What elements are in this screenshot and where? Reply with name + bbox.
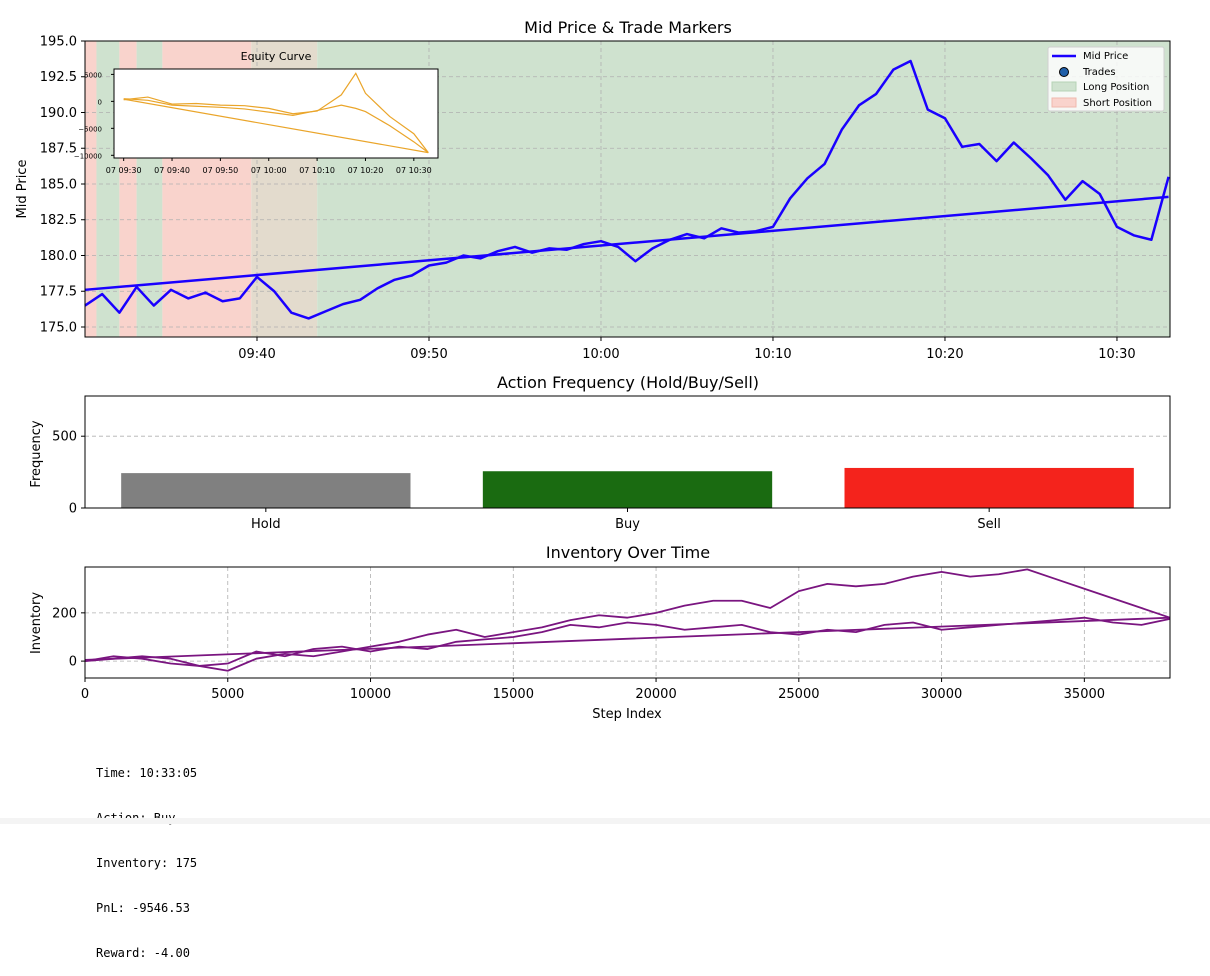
status-readout: Time: 10:33:05 Action: Buy Inventory: 17… (96, 736, 197, 976)
legend-trades-swatch (1059, 67, 1069, 77)
price-series (84, 59, 1170, 320)
action-y-ticks: 0 500 (52, 430, 85, 517)
inventory-line-1 (84, 616, 1171, 667)
price-y-tick-label: 185.0 (40, 177, 77, 192)
action-y-tick-label: 500 (52, 430, 77, 445)
legend-box (1047, 46, 1165, 112)
inventory-x-ticks: 0 5000 10000 15000 20000 25000 30000 35000 (81, 678, 1105, 702)
figure: Mid Price & Trade Markers 175.0 177.5 180.… (15, 18, 1171, 722)
equity-y-tick-label: −5000 (78, 125, 102, 133)
equity-line-2 (123, 98, 429, 154)
equity-x-tick-label: 07 09:30 (106, 166, 142, 175)
price-y-tick-label: 175.0 (40, 320, 77, 335)
action-x-tick-label: Sell (977, 517, 1000, 532)
price-y-tick-label: 182.5 (40, 213, 77, 228)
inventory-x-tick-label: 20000 (635, 687, 676, 702)
action-bar-sell (844, 467, 1134, 508)
inventory-x-label: Step Index (592, 707, 662, 722)
price-x-tick-label: 10:10 (754, 347, 791, 362)
action-x-ticks: Hold Buy Sell (251, 508, 1001, 532)
equity-x-tick-label: 07 09:40 (154, 166, 190, 175)
legend-short-swatch (1051, 97, 1077, 108)
price-x-tick-label: 10:30 (1098, 347, 1135, 362)
action-x-tick-label: Buy (615, 517, 640, 532)
bottom-strip (0, 818, 1210, 824)
price-x-tick-label: 10:00 (582, 347, 619, 362)
inventory-line-2 (84, 616, 1171, 661)
equity-y-tick-label: −10000 (74, 152, 102, 160)
price-y-label: Mid Price (15, 160, 30, 219)
action-panel: Action Frequency (Hold/Buy/Sell) 0 500 Ho… (29, 373, 1171, 532)
action-y-tick-label: 0 (69, 502, 77, 517)
inventory-x-tick-label: 30000 (921, 687, 962, 702)
equity-y-ticks: 5000 0 −5000 −10000 (74, 71, 114, 160)
inventory-x-tick-label: 25000 (778, 687, 819, 702)
price-chart-title: Mid Price & Trade Markers (524, 18, 732, 37)
inventory-x-tick-label: 0 (81, 687, 89, 702)
price-y-tick-label: 180.0 (40, 249, 77, 264)
price-y-ticks: 175.0 177.5 180.0 182.5 185.0 187.5 190.0 192.5… (40, 35, 85, 335)
inventory-panel: Inventory Over Time 0 200 0 5000 10000 15000… (29, 543, 1171, 722)
price-panel: Mid Price & Trade Markers 175.0 177.5 180.… (15, 18, 1171, 362)
position-band-short (85, 41, 97, 337)
equity-x-ticks: 07 09:30 07 09:40 07 09:50 07 10:00 07 10:10… (106, 158, 432, 175)
inventory-series (84, 568, 1171, 672)
action-bar-buy (482, 471, 773, 508)
action-chart-title: Action Frequency (Hold/Buy/Sell) (497, 373, 759, 392)
price-y-tick-label: 187.5 (40, 142, 77, 157)
inventory-chart-title: Inventory Over Time (546, 543, 710, 562)
legend-short-label: Short Position (1083, 98, 1152, 109)
status-time: Time: 10:33:05 (96, 766, 198, 780)
legend-long-label: Long Position (1083, 82, 1149, 93)
price-y-tick-label: 195.0 (40, 35, 77, 50)
mid-price-trend-line (84, 195, 1169, 292)
inventory-y-ticks: 0 200 (52, 606, 85, 670)
mid-price-line (84, 59, 1170, 320)
inventory-y-tick-label: 200 (52, 606, 77, 621)
status-inventory: Inventory: 175 (96, 856, 198, 870)
equity-inset-title: Equity Curve (241, 50, 312, 63)
equity-y-tick-label: 5000 (84, 71, 102, 79)
equity-x-tick-label: 07 10:20 (348, 166, 384, 175)
inventory-line-0 (84, 568, 1171, 672)
price-y-tick-label: 177.5 (40, 285, 77, 300)
position-band-long (317, 41, 1170, 337)
price-x-ticks: 09:40 09:50 10:00 10:10 10:20 10:30 (238, 337, 1136, 362)
action-x-tick-label: Hold (251, 517, 281, 532)
price-x-tick-label: 09:50 (410, 347, 447, 362)
price-legend: Mid Price Trades Long Position Short Pos… (1047, 46, 1165, 112)
equity-x-tick-label: 07 10:30 (396, 166, 432, 175)
status-reward: Reward: -4.00 (96, 946, 190, 960)
equity-line-0 (123, 72, 429, 153)
action-bars (121, 467, 1134, 508)
inventory-y-tick-label: 0 (69, 655, 77, 670)
price-axes-frame (84, 40, 1171, 338)
price-x-tick-label: 09:40 (238, 347, 275, 362)
position-bands (85, 41, 1170, 337)
legend-trades-label: Trades (1082, 67, 1116, 78)
inventory-x-tick-label: 15000 (493, 687, 534, 702)
action-bar-hold (121, 473, 411, 508)
equity-x-tick-label: 07 10:10 (299, 166, 335, 175)
equity-x-tick-label: 07 09:50 (202, 166, 238, 175)
inventory-axes-frame (84, 566, 1171, 679)
status-pnl: PnL: -9546.53 (96, 901, 190, 915)
legend-long-swatch (1051, 81, 1077, 92)
inventory-x-tick-label: 5000 (211, 687, 244, 702)
inventory-x-tick-label: 10000 (350, 687, 391, 702)
price-y-tick-label: 192.5 (40, 70, 77, 85)
equity-line-1 (123, 98, 429, 154)
action-y-label: Frequency (29, 420, 44, 487)
equity-x-tick-label: 07 10:00 (251, 166, 287, 175)
inventory-y-label: Inventory (29, 592, 44, 654)
inventory-x-tick-label: 35000 (1064, 687, 1105, 702)
legend-mid-price-label: Mid Price (1083, 51, 1128, 62)
price-x-tick-label: 10:20 (926, 347, 963, 362)
equity-series (123, 72, 429, 154)
price-y-tick-label: 190.0 (40, 106, 77, 121)
equity-y-tick-label: 0 (98, 98, 102, 106)
